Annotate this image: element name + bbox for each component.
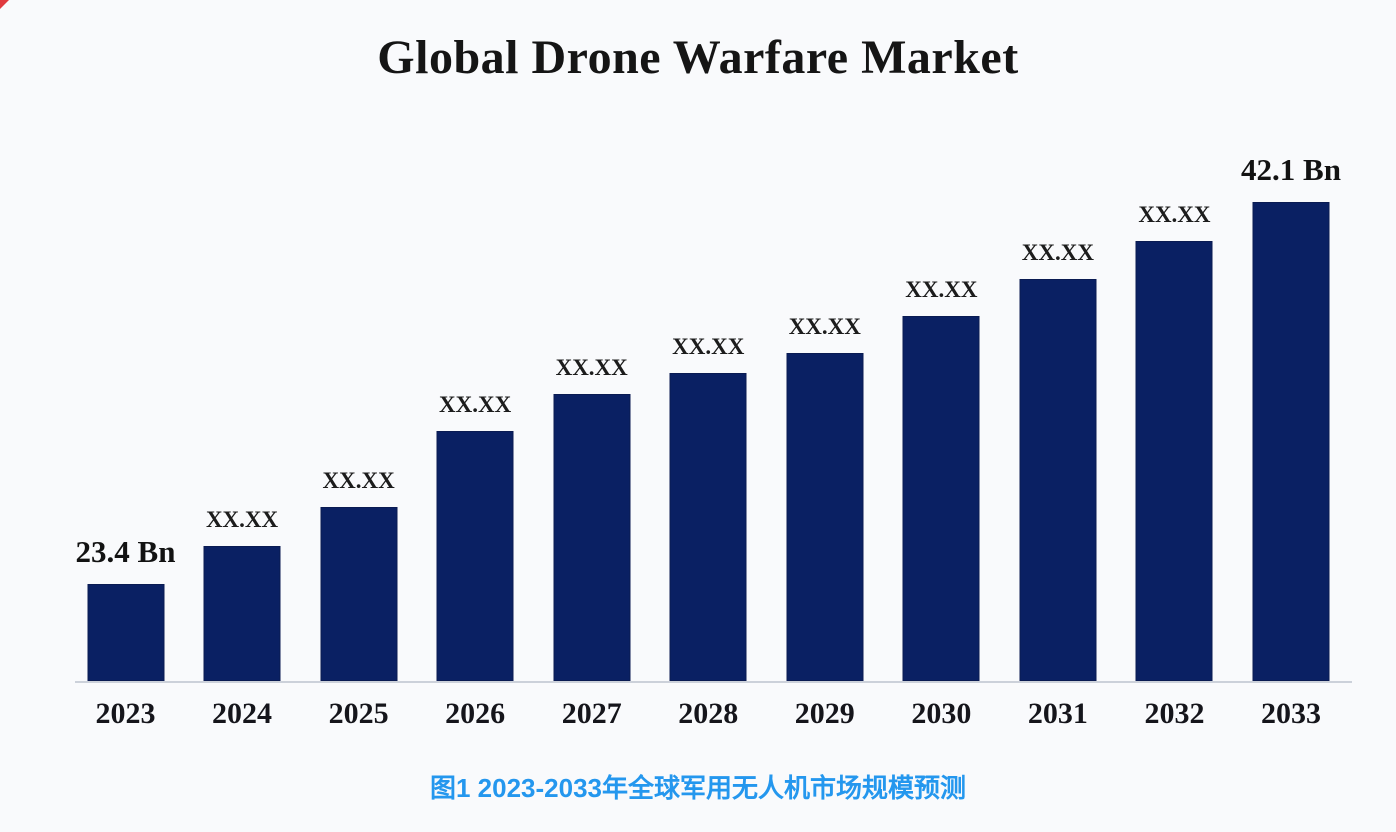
bar-value-label: XX.XX bbox=[439, 392, 512, 417]
bar bbox=[669, 373, 747, 681]
bar-chart-plot-area: 23.4 Bn 2023 XX.XX 2024 XX.XX 2025 XX.XX 2026 XX… bbox=[75, 140, 1352, 730]
bar-value-label: XX.XX bbox=[905, 277, 978, 302]
x-axis-tick-label: 2029 bbox=[794, 697, 855, 730]
bar-value-label: XX.XX bbox=[1021, 240, 1094, 265]
bar-value-label: 23.4 Bn bbox=[75, 534, 176, 569]
bar bbox=[87, 584, 164, 681]
bar-value-label: XX.XX bbox=[205, 507, 279, 532]
bar-value-label: XX.XX bbox=[788, 314, 861, 339]
x-axis-tick-label: 2023 bbox=[95, 697, 156, 730]
x-axis-tick-label: 2024 bbox=[212, 697, 273, 730]
corner-red-artifact bbox=[0, 0, 9, 9]
x-axis-tick-label: 2026 bbox=[445, 697, 506, 730]
bar bbox=[1019, 279, 1097, 681]
x-axis-tick-label: 2025 bbox=[328, 697, 389, 730]
bar bbox=[436, 431, 514, 681]
x-axis-tick-label: 2031 bbox=[1027, 697, 1088, 730]
bar bbox=[553, 394, 631, 681]
bar bbox=[1252, 202, 1330, 681]
bar bbox=[786, 353, 864, 681]
bar-value-label: XX.XX bbox=[1138, 202, 1211, 227]
bar-value-label: XX.XX bbox=[322, 468, 395, 493]
bar bbox=[320, 507, 398, 681]
x-axis-tick-label: 2033 bbox=[1261, 697, 1321, 730]
x-axis-tick-label: 2028 bbox=[678, 697, 739, 730]
bar bbox=[902, 316, 980, 681]
bar bbox=[203, 546, 281, 681]
figure-caption: 图1 2023-2033年全球军用无人机市场规模预测 bbox=[429, 773, 967, 803]
bar bbox=[1135, 241, 1213, 681]
x-axis-tick-label: 2030 bbox=[911, 697, 972, 730]
chart-title: Global Drone Warfare Market bbox=[377, 31, 1019, 84]
x-axis-tick-label: 2032 bbox=[1144, 697, 1205, 730]
bar-value-label: 42.1 Bn bbox=[1241, 152, 1341, 187]
bar-value-label: XX.XX bbox=[672, 334, 745, 359]
bar-value-label: XX.XX bbox=[555, 355, 628, 380]
x-axis-tick-label: 2027 bbox=[561, 697, 622, 730]
